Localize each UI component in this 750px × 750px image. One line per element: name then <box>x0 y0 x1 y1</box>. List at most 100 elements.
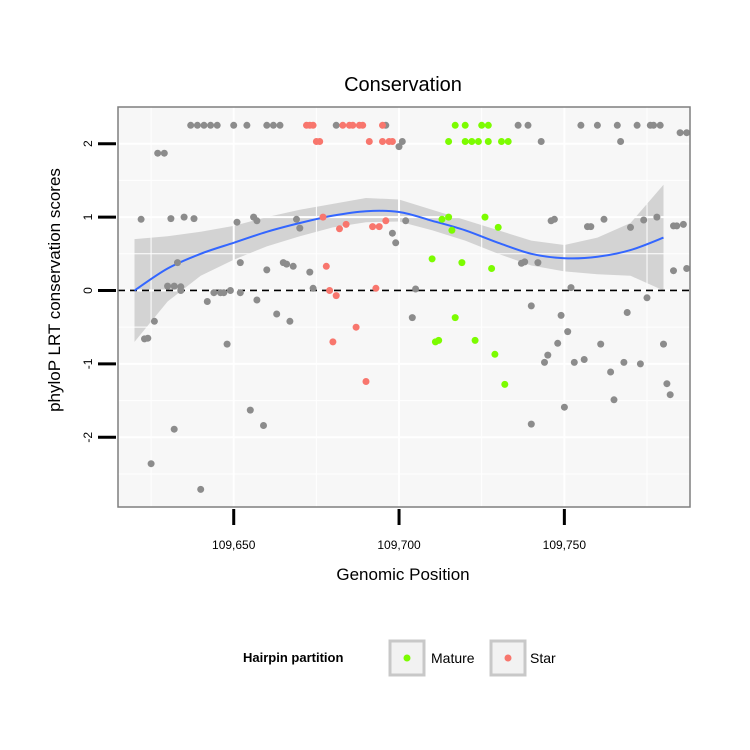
other-point <box>332 121 340 129</box>
other-point <box>643 294 651 302</box>
other-point <box>296 224 304 232</box>
other-point <box>514 121 522 129</box>
mature-point <box>484 121 492 129</box>
plot-border <box>117 106 691 508</box>
other-point <box>246 406 254 414</box>
other-point <box>640 216 648 224</box>
other-point <box>226 287 234 294</box>
other-point <box>167 215 175 223</box>
other-point <box>187 121 195 129</box>
mature-point <box>451 121 459 129</box>
y-tick-label: -1 <box>81 358 95 369</box>
other-point <box>567 284 575 292</box>
other-point <box>633 121 641 129</box>
other-point <box>236 289 244 297</box>
mature-point <box>471 336 479 344</box>
other-point <box>607 368 615 376</box>
star-point <box>362 378 370 385</box>
mature-point <box>484 138 492 145</box>
other-point <box>666 391 674 399</box>
mature-point <box>474 138 482 145</box>
other-point <box>263 266 271 274</box>
star-point <box>382 217 390 225</box>
mature-point <box>445 213 453 221</box>
other-point <box>160 149 168 157</box>
y-tick-label: -2 <box>81 432 95 443</box>
other-point <box>570 358 578 366</box>
star-point <box>379 121 386 129</box>
plot-panel <box>118 107 690 507</box>
other-point <box>150 317 158 325</box>
star-point <box>369 223 377 231</box>
mature-point <box>481 213 489 221</box>
other-point <box>683 265 691 272</box>
star-point <box>352 323 360 331</box>
other-point <box>550 215 558 223</box>
other-point <box>412 285 420 293</box>
mature-point <box>488 265 496 272</box>
other-point <box>537 138 545 145</box>
other-point <box>388 229 396 237</box>
other-point <box>527 302 535 310</box>
star-point <box>365 138 373 145</box>
other-point <box>137 215 145 223</box>
other-point <box>534 259 542 267</box>
other-point <box>663 380 671 388</box>
other-point <box>660 340 667 348</box>
other-point <box>253 217 261 225</box>
other-point <box>597 340 605 348</box>
other-point <box>610 396 618 404</box>
other-point <box>521 258 529 266</box>
x-tick-label: 109,750 <box>543 538 587 552</box>
legend-key-point <box>504 654 512 662</box>
star-point <box>359 121 367 129</box>
other-point <box>273 310 281 318</box>
legend-label: Star <box>530 650 556 666</box>
star-point <box>316 138 324 145</box>
other-point <box>276 121 284 129</box>
legend-key-point <box>403 654 411 662</box>
mature-point <box>504 138 512 145</box>
mature-point <box>498 138 505 145</box>
other-point <box>524 121 532 129</box>
other-point <box>623 309 631 316</box>
other-point <box>541 358 548 366</box>
star-point <box>336 225 343 233</box>
other-point <box>293 215 300 223</box>
other-point <box>398 138 406 145</box>
mature-point <box>491 350 499 358</box>
other-point <box>587 223 595 231</box>
other-point <box>408 314 416 322</box>
other-point <box>253 296 261 304</box>
other-point <box>527 420 535 428</box>
other-point <box>207 121 215 129</box>
other-point <box>147 460 155 468</box>
other-point <box>392 239 400 247</box>
other-point <box>200 121 208 129</box>
star-point <box>319 213 327 221</box>
legend: Hairpin partition Mature Star <box>243 639 556 677</box>
other-point <box>243 121 251 129</box>
star-point <box>349 121 357 129</box>
other-point <box>653 213 661 221</box>
star-point <box>379 138 386 145</box>
star-point <box>342 220 350 228</box>
other-point <box>673 222 681 230</box>
other-point <box>636 360 644 368</box>
other-point <box>650 121 658 129</box>
other-point <box>309 284 317 292</box>
other-point <box>617 138 625 145</box>
mature-point <box>461 121 469 129</box>
other-point <box>679 220 687 228</box>
legend-title: Hairpin partition <box>243 650 343 665</box>
other-point <box>620 358 628 366</box>
other-point <box>577 121 585 129</box>
star-point <box>332 292 340 300</box>
other-point <box>154 149 162 157</box>
x-axis-title: Genomic Position <box>336 565 469 584</box>
mature-point <box>494 223 502 231</box>
other-point <box>213 121 221 129</box>
x-tick-label: 109,650 <box>212 538 256 552</box>
other-point <box>306 268 314 276</box>
